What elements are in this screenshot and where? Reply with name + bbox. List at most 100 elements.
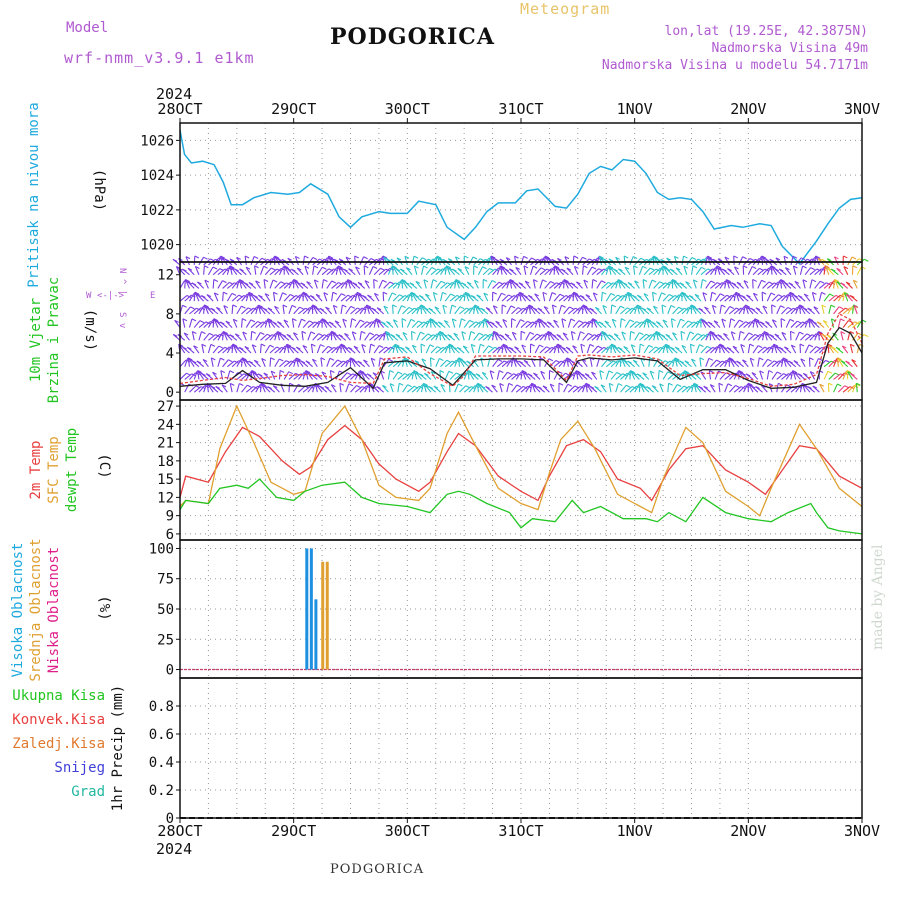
wind-barb — [501, 294, 509, 302]
wind-barb-flag — [340, 343, 346, 347]
wind-barb-flag — [382, 279, 387, 283]
wind-barb — [264, 267, 272, 276]
wind-barb-flag — [239, 279, 244, 283]
wind-barb-flag — [453, 332, 459, 336]
wind-barb — [653, 268, 661, 276]
wind-barb — [349, 281, 356, 289]
wind-barb-flag — [852, 265, 858, 269]
wind-barb-flag — [522, 370, 527, 374]
wind-barb — [487, 256, 492, 266]
wind-barb — [373, 345, 380, 354]
wind-barb-flag — [649, 370, 655, 374]
wind-barb-flag — [490, 255, 496, 259]
wind-barb-flag — [675, 267, 681, 271]
wind-barb — [359, 256, 365, 266]
wind-barb — [492, 359, 499, 368]
wind-barb-flag — [480, 307, 486, 311]
wind-barb — [421, 358, 427, 367]
wind-barb-flag — [591, 371, 596, 375]
wind-barb — [236, 257, 243, 266]
wind-barb-flag — [210, 343, 216, 347]
wind-barb-flag — [437, 268, 443, 272]
wind-barb-flag — [424, 372, 429, 376]
wind-barb — [752, 293, 759, 302]
wind-barb-flag — [492, 291, 497, 295]
wind-barb — [363, 359, 370, 368]
wind-barb — [303, 292, 309, 302]
wind-barb — [347, 279, 352, 289]
wind-barb-flag — [455, 372, 461, 376]
wind-barb — [705, 331, 711, 341]
wind-barb — [370, 358, 375, 367]
wind-barb — [222, 331, 224, 341]
wind-barb-flag — [433, 321, 439, 325]
wind-barb-flag — [850, 372, 855, 376]
wind-barb — [406, 307, 415, 315]
wind-barb — [435, 268, 443, 276]
wind-barb — [212, 345, 220, 354]
wind-barb-flag — [691, 358, 696, 362]
wind-barb — [709, 267, 717, 276]
wind-barb — [738, 385, 746, 393]
wind-barb — [373, 318, 377, 328]
wind-barb — [710, 359, 717, 368]
wind-barb-flag — [495, 333, 501, 337]
wind-barb — [529, 306, 536, 315]
pressure-ytick-label: 1024 — [140, 168, 174, 184]
wind-barb-flag — [840, 282, 845, 286]
wind-barb-flag — [584, 373, 590, 377]
wind-barb — [382, 292, 385, 302]
wind-barb-flag — [354, 255, 359, 259]
wind-barb — [288, 359, 296, 368]
wind-barb — [315, 294, 323, 302]
wind-barb — [501, 344, 504, 354]
wind-barb — [573, 292, 579, 302]
wind-barb-flag — [199, 320, 205, 324]
wind-barb — [757, 357, 760, 367]
temp-ylabel-0: 2m Temp — [28, 440, 44, 499]
wind-barb-flag — [718, 382, 724, 386]
wind-barb-flag — [516, 384, 522, 388]
wind-barb — [477, 266, 484, 275]
wind-barb-flag — [342, 304, 347, 308]
wind-barb — [310, 344, 314, 354]
wind-barb — [461, 331, 465, 341]
wind-barb — [354, 386, 363, 393]
wind-barb — [492, 267, 499, 276]
wind-barb — [245, 292, 250, 302]
wind-barb-flag — [409, 282, 415, 286]
wind-barb — [260, 333, 268, 341]
wind-barb — [643, 293, 650, 302]
wind-barb-flag — [551, 333, 557, 337]
wind-barb-flag — [312, 256, 318, 260]
wind-barb — [539, 333, 547, 341]
wind-barb — [577, 385, 585, 393]
wind-barb — [629, 321, 637, 328]
wind-barb-flag — [646, 307, 652, 311]
wind-barb — [222, 292, 224, 302]
wind-barb-flag — [450, 293, 455, 297]
wind-barb-flag — [666, 257, 671, 261]
wind-barb — [610, 294, 619, 302]
wind-barb — [189, 307, 197, 315]
wind-barb-flag — [428, 386, 433, 390]
wind-barb-flag — [821, 291, 826, 295]
wind-barb-flag — [480, 385, 486, 389]
wind-barb-flag — [224, 346, 230, 350]
wind-barb-flag — [337, 359, 342, 363]
wind-barb — [411, 306, 419, 315]
wind-barb-flag — [400, 268, 405, 272]
wind-barb — [392, 319, 399, 328]
wind-barb — [396, 345, 404, 354]
wind-barb-flag — [191, 318, 197, 322]
wind-barb — [751, 372, 759, 380]
wind-barb-flag — [399, 294, 404, 298]
wind-barb — [439, 370, 442, 380]
wind-barb — [582, 265, 584, 275]
wind-barb-flag — [395, 268, 401, 272]
wind-barb — [790, 306, 798, 315]
wind-barb — [821, 305, 825, 315]
wind-barb-flag — [672, 278, 677, 282]
wind-barb — [814, 280, 821, 289]
wind-barb-flag — [234, 268, 239, 272]
